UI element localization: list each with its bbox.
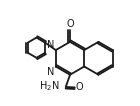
Text: N: N bbox=[47, 40, 55, 50]
Text: O: O bbox=[76, 82, 83, 92]
Text: O: O bbox=[66, 19, 74, 29]
Text: N: N bbox=[47, 67, 55, 77]
Text: H$_2$N: H$_2$N bbox=[39, 80, 60, 93]
